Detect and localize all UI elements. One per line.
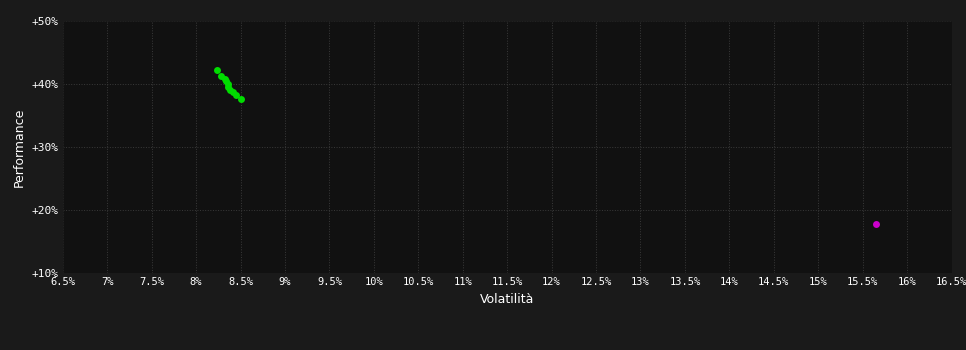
Point	[233, 96, 248, 102]
Point	[213, 73, 229, 79]
Point	[220, 84, 236, 89]
Point	[226, 89, 242, 95]
Point	[209, 67, 224, 72]
Y-axis label: Performance: Performance	[14, 107, 26, 187]
Point	[868, 221, 884, 227]
Point	[220, 81, 236, 87]
Point	[228, 92, 243, 98]
Point	[222, 88, 238, 93]
Point	[216, 76, 232, 82]
X-axis label: Volatilità: Volatilità	[480, 293, 534, 306]
Point	[218, 79, 234, 84]
